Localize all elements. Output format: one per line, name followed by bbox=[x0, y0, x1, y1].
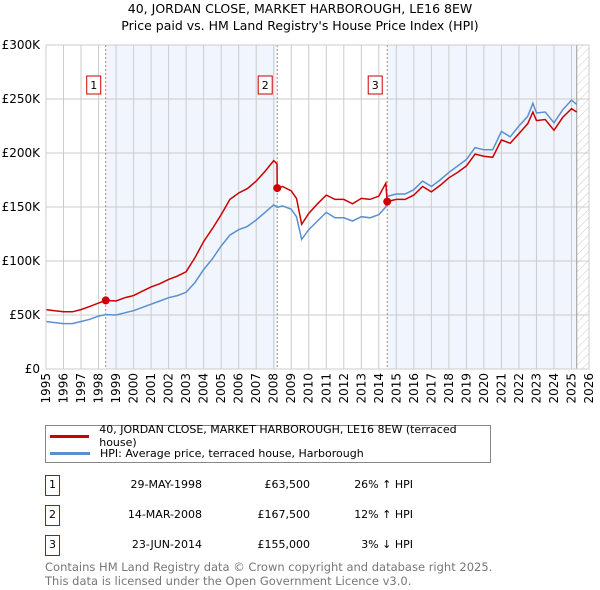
sale-date: 14-MAR-2008 bbox=[127, 508, 202, 521]
x-tick-label: 2023 bbox=[529, 373, 543, 404]
sale-point bbox=[383, 197, 392, 206]
x-tick-label: 2019 bbox=[459, 373, 473, 404]
x-tick-label: 2025 bbox=[564, 373, 578, 404]
x-tick-label: 2005 bbox=[214, 373, 228, 404]
sale-label-box bbox=[367, 75, 383, 95]
x-tick-label: 2016 bbox=[407, 373, 421, 404]
sale-number-badge: 1 bbox=[45, 475, 60, 496]
x-tick-label: 2006 bbox=[232, 373, 246, 404]
x-tick-label: 2012 bbox=[337, 373, 351, 404]
sale-price: £167,500 bbox=[257, 508, 311, 521]
sale-number-badge: 3 bbox=[45, 535, 60, 556]
plot-border bbox=[45, 44, 590, 370]
legend-swatch bbox=[50, 434, 90, 438]
sale-price: £155,000 bbox=[257, 538, 311, 551]
sale-label-box bbox=[86, 75, 102, 95]
x-tick-label: 2020 bbox=[477, 373, 491, 404]
x-tick-label: 1999 bbox=[109, 373, 123, 404]
sale-point bbox=[273, 184, 282, 193]
x-tick-label: 2015 bbox=[389, 373, 403, 404]
sale-date: 23-JUN-2014 bbox=[131, 538, 202, 551]
x-tick-label: 2013 bbox=[354, 373, 368, 404]
sale-label: 2 bbox=[262, 79, 269, 92]
y-tick-label: £300K bbox=[2, 38, 42, 52]
x-tick-label: 2002 bbox=[162, 373, 176, 404]
x-tick-label: 2022 bbox=[512, 373, 526, 404]
x-tick-label: 2024 bbox=[547, 373, 561, 404]
sale-hpi-diff: 3% ↓ HPI bbox=[361, 538, 413, 551]
x-tick-label: 2014 bbox=[372, 373, 386, 404]
property-price-line bbox=[45, 107, 578, 313]
x-tick-label: 2021 bbox=[494, 373, 508, 404]
y-tick-label: £150K bbox=[2, 200, 42, 214]
y-tick-label: £50K bbox=[9, 308, 41, 322]
sale-row: 2 14-MAR-2008 £167,500 12% ↑ HPI bbox=[45, 505, 445, 526]
x-tick-label: 2000 bbox=[127, 373, 141, 404]
sale-hpi-diff: 12% ↑ HPI bbox=[354, 508, 413, 521]
y-tick-label: £200K bbox=[2, 146, 42, 160]
y-tick-label: £0 bbox=[25, 362, 40, 376]
legend-item-property: 40, JORDAN CLOSE, MARKET HARBOROUGH, LE1… bbox=[50, 423, 490, 449]
footer-licence: This data is licensed under the Open Gov… bbox=[45, 574, 412, 588]
x-tick-label: 1996 bbox=[57, 373, 71, 404]
y-tick-label: £100K bbox=[2, 254, 42, 268]
x-tick-label: 2008 bbox=[267, 373, 281, 404]
legend-label: 40, JORDAN CLOSE, MARKET HARBOROUGH, LE1… bbox=[99, 423, 457, 449]
x-tick-label: 2004 bbox=[197, 373, 211, 404]
chart-subtitle: Price paid vs. HM Land Registry's House … bbox=[121, 18, 479, 33]
x-tick-label: 2001 bbox=[144, 373, 158, 404]
chart-title: 40, JORDAN CLOSE, MARKET HARBOROUGH, LE1… bbox=[127, 1, 473, 16]
x-tick-label: 2026 bbox=[582, 373, 596, 404]
sale-hpi-diff: 26% ↑ HPI bbox=[354, 478, 413, 491]
legend: 40, JORDAN CLOSE, MARKET HARBOROUGH, LE1… bbox=[45, 423, 491, 463]
x-tick-label: 2007 bbox=[249, 373, 263, 404]
x-tick-label: 2010 bbox=[302, 373, 316, 404]
sale-date: 29-MAY-1998 bbox=[130, 478, 202, 491]
x-tick-label: 2017 bbox=[424, 373, 438, 404]
y-tick-label: £250K bbox=[2, 92, 42, 106]
legend-swatch bbox=[50, 451, 90, 455]
sale-number-badge: 2 bbox=[45, 505, 60, 526]
sale-price: £63,500 bbox=[264, 478, 311, 491]
x-tick-label: 2011 bbox=[319, 373, 333, 404]
sale-row: 1 29-MAY-1998 £63,500 26% ↑ HPI bbox=[45, 475, 445, 496]
x-tick-label: 1995 bbox=[39, 373, 53, 404]
sale-label: 1 bbox=[90, 79, 97, 92]
footer-copyright: Contains HM Land Registry data © Crown c… bbox=[45, 560, 493, 574]
legend-item-hpi: HPI: Average price, terraced house, Harb… bbox=[50, 445, 364, 461]
sale-row: 3 23-JUN-2014 £155,000 3% ↓ HPI bbox=[45, 535, 445, 556]
sale-point bbox=[101, 296, 110, 305]
legend-label: HPI: Average price, terraced house, Harb… bbox=[100, 446, 364, 460]
x-tick-label: 1998 bbox=[92, 373, 106, 404]
x-tick-label: 2003 bbox=[179, 373, 193, 404]
x-tick-label: 2018 bbox=[442, 373, 456, 404]
price-chart: 1995 1996 1997 1998 1999 2000 2001 2002 2003 2004… bbox=[2, 38, 596, 404]
sale-label-box bbox=[257, 75, 273, 95]
x-tick-label: 2009 bbox=[284, 373, 298, 404]
sale-label: 3 bbox=[372, 79, 379, 92]
x-tick-label: 1997 bbox=[74, 373, 88, 404]
hpi-line bbox=[45, 99, 578, 325]
